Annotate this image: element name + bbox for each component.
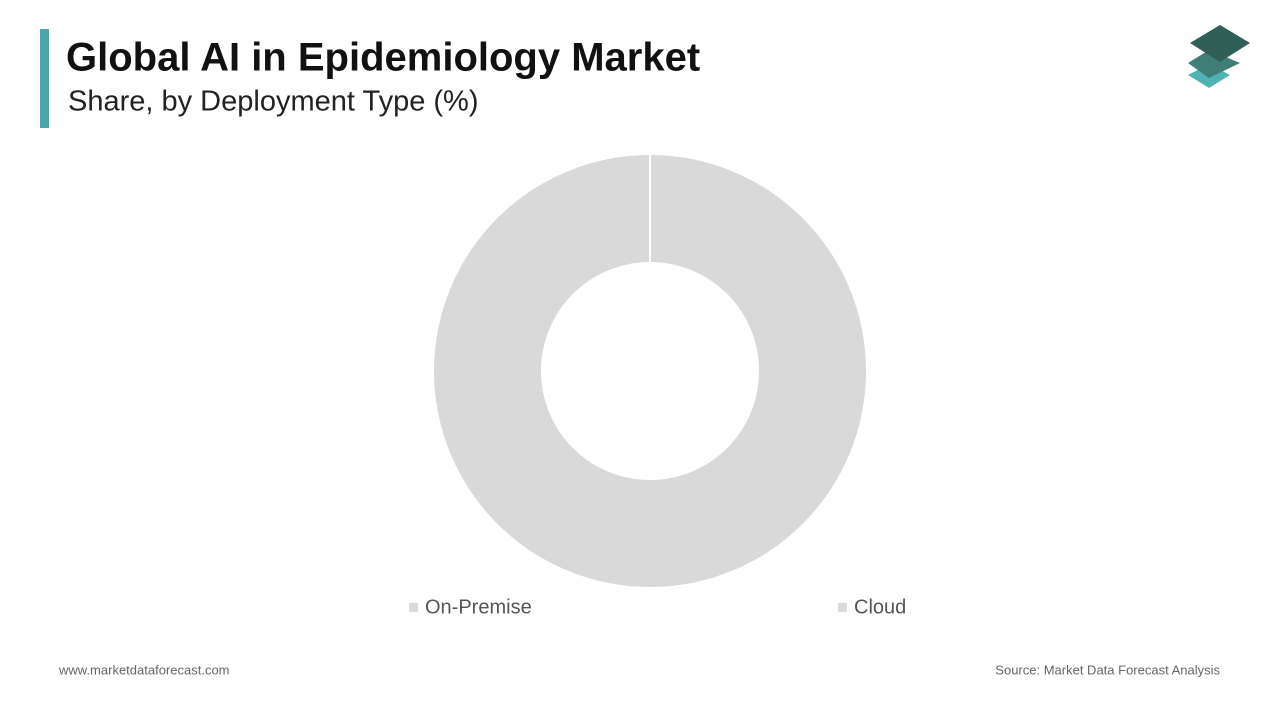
footer-left: www.marketdataforecast.com bbox=[58, 662, 230, 677]
donut-segment bbox=[434, 155, 866, 587]
legend-label: Cloud bbox=[854, 596, 906, 618]
donut bbox=[434, 155, 866, 587]
chart-title: Global AI in Epidemiology Market bbox=[66, 36, 700, 80]
legend-label: On-Premise bbox=[425, 596, 532, 618]
legend-swatch bbox=[838, 603, 847, 612]
chart-subtitle: Share, by Deployment Type (%) bbox=[68, 86, 479, 118]
legend-swatch bbox=[409, 603, 418, 612]
footer-right: Source: Market Data Forecast Analysis bbox=[995, 662, 1220, 677]
logo bbox=[1188, 25, 1250, 88]
title-accent bbox=[40, 29, 49, 128]
